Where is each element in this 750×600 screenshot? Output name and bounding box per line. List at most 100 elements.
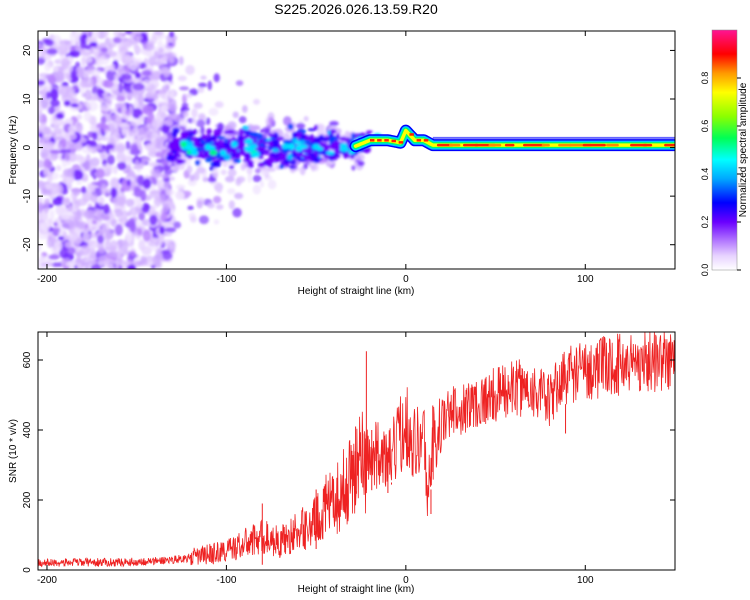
snr-x-axis-label: Height of straight line (km) [298, 584, 415, 595]
snr-ticks: -200 -100 0 100 0 200 400 600 [22, 332, 675, 586]
noise-speck [76, 264, 82, 269]
noise-speck [59, 247, 69, 259]
noise-speck [64, 151, 71, 162]
noise-speck [95, 76, 105, 89]
noise-speck [115, 144, 126, 154]
y-tick-label: 20 [22, 44, 33, 56]
noise-speck [196, 166, 206, 174]
noise-speck [165, 188, 172, 196]
signal-speck [169, 159, 176, 163]
signal-hotspot [209, 149, 218, 156]
noise-speck [99, 98, 105, 104]
noise-speck [198, 113, 206, 121]
x-tick-label: 100 [577, 274, 594, 285]
noise-speck [234, 192, 244, 200]
carrier-ridge [349, 124, 675, 153]
noise-speck [59, 207, 70, 214]
noise-speck [141, 157, 152, 162]
noise-speck [121, 106, 127, 119]
noise-speck [146, 142, 157, 153]
signal-speck [216, 152, 222, 160]
noise-speck [158, 246, 163, 258]
signal-speck [318, 134, 325, 142]
noise-speck [103, 203, 110, 215]
signal-hotspot [244, 146, 255, 153]
noise-speck [97, 220, 103, 227]
noise-speck [61, 212, 70, 222]
noise-speck [96, 235, 105, 244]
noise-speck [89, 46, 94, 55]
noise-speck [82, 231, 90, 243]
noise-speck [140, 189, 147, 202]
signal-speck [307, 128, 317, 132]
signal-speck [312, 156, 321, 164]
signal-speck [190, 136, 198, 142]
signal-speck [205, 134, 212, 138]
noise-speck [130, 250, 136, 257]
noise-speck [227, 188, 236, 195]
noise-speck [88, 142, 98, 147]
x-tick-label: 0 [403, 575, 409, 586]
signal-speck [227, 138, 232, 143]
noise-speck [45, 91, 51, 99]
noise-speck [161, 160, 169, 167]
colorbar: 0.0 0.2 0.4 0.6 0.8 Normalized spectral ampl… [700, 29, 749, 276]
noise-speck [89, 69, 101, 76]
noise-speck [55, 165, 62, 171]
noise-speck [72, 84, 79, 90]
noise-speck [101, 144, 106, 149]
noise-speck [159, 56, 168, 64]
noise-speck [145, 117, 153, 124]
noise-speck [181, 102, 189, 108]
signal-speck [274, 158, 284, 162]
signal-speck [291, 151, 297, 158]
noise-speck [69, 39, 77, 45]
signal-speck [339, 136, 348, 142]
noise-speck [208, 107, 219, 116]
noise-speck [150, 79, 158, 86]
noise-speck [49, 209, 55, 221]
spectrogram-y-axis-label: Frequency (Hz) [8, 116, 19, 185]
signal-speck [323, 144, 331, 151]
noise-speck [53, 65, 59, 73]
noise-speck [86, 100, 98, 112]
noise-speck [75, 122, 84, 133]
noise-speck [107, 154, 115, 165]
noise-speck [165, 44, 174, 49]
signal-speck [245, 155, 251, 163]
noise-speck [186, 165, 193, 174]
noise-speck [67, 77, 72, 82]
noise-speck [149, 189, 161, 199]
noise-speck [213, 172, 219, 179]
y-tick-label: 0 [22, 144, 33, 150]
noise-speck [116, 195, 126, 207]
noise-speck [72, 189, 81, 196]
signal-speck [239, 131, 244, 137]
noise-speck [113, 36, 122, 44]
colorbar-tick-label: 0.6 [700, 120, 710, 133]
noise-speck [178, 118, 188, 127]
signal-speck [289, 165, 295, 169]
noise-speck [43, 166, 49, 178]
noise-speck [88, 218, 93, 230]
noise-speck [79, 88, 84, 95]
noise-speck [75, 66, 85, 73]
signal-speck [262, 149, 270, 156]
noise-speck [155, 158, 164, 164]
noise-speck [55, 183, 64, 196]
noise-speck [125, 198, 135, 207]
colorbar-tick-label: 0.8 [700, 72, 710, 85]
x-tick-label: -100 [216, 274, 236, 285]
noise-speck [63, 168, 75, 177]
snr-series-line [38, 332, 675, 568]
signal-hotspot [204, 143, 211, 151]
noise-speck [154, 31, 164, 36]
noise-speck [102, 79, 114, 89]
noise-speck [351, 165, 356, 171]
noise-speck [169, 208, 175, 216]
y-tick-label: 200 [22, 491, 33, 508]
noise-speck [158, 47, 164, 54]
noise-speck [43, 141, 56, 152]
noise-speck [98, 55, 110, 65]
